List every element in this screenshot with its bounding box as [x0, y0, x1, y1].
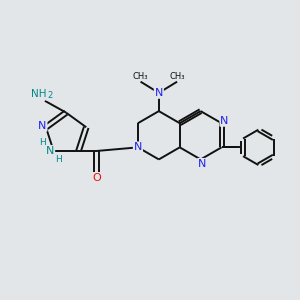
Text: H: H: [55, 155, 62, 164]
Text: CH₃: CH₃: [133, 72, 148, 81]
Text: N: N: [154, 88, 163, 98]
Text: N: N: [198, 159, 206, 169]
Text: N: N: [134, 142, 142, 152]
Text: O: O: [92, 173, 101, 183]
Text: N: N: [38, 121, 46, 131]
Text: NH: NH: [31, 89, 47, 99]
Text: H: H: [39, 138, 46, 147]
Text: CH₃: CH₃: [169, 72, 185, 81]
Text: N: N: [46, 146, 54, 156]
Text: 2: 2: [47, 91, 52, 100]
Text: N: N: [220, 116, 229, 126]
